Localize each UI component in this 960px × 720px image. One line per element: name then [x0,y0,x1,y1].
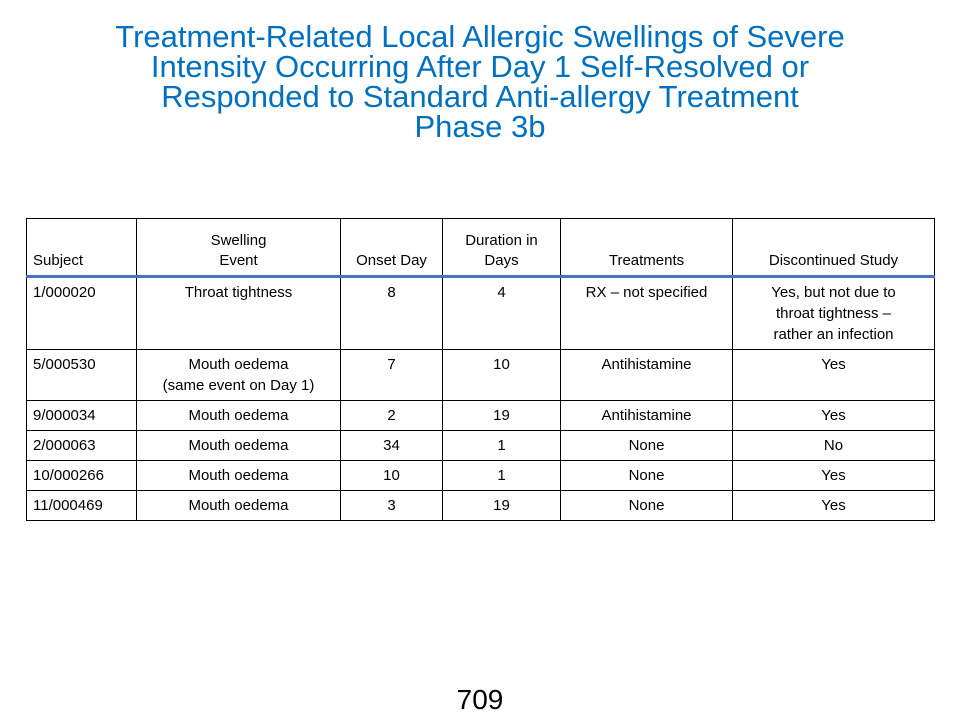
cell-subject: 1/000020 [26,276,137,350]
column-header-duration: Duration in Days [442,218,561,278]
cell-swelling-event: Mouth oedema [136,490,341,521]
cell-onset-day: 34 [340,430,443,461]
table-row: 5/000530 Mouth oedema (same event on Day… [26,349,935,401]
cell-discontinued: Yes [732,349,935,401]
cell-duration: 4 [442,276,561,350]
cell-swelling-event: Mouth oedema [136,430,341,461]
cell-swelling-event: Throat tightness [136,276,341,350]
cell-subject: 9/000034 [26,400,137,431]
cell-discontinued: Yes, but not due to throat tightness – r… [732,276,935,350]
table-row: 1/000020 Throat tightness 8 4 RX – not s… [26,276,935,350]
cell-subject: 10/000266 [26,460,137,491]
cell-subject: 5/000530 [26,349,137,401]
cell-treatments: None [560,460,733,491]
table-row: 11/000469 Mouth oedema 3 19 None Yes [26,490,935,521]
cell-discontinued: Yes [732,400,935,431]
cell-treatments: None [560,430,733,461]
cell-onset-day: 10 [340,460,443,491]
title-line: Responded to Standard Anti-allergy Treat… [161,79,799,114]
cell-swelling-event: Mouth oedema [136,400,341,431]
title-line: Intensity Occurring After Day 1 Self-Res… [150,49,810,84]
swelling-events-table: Subject Swelling Event Onset Day Duratio… [26,218,935,521]
cell-duration: 1 [442,430,561,461]
cell-treatments: None [560,490,733,521]
cell-subject: 2/000063 [26,430,137,461]
cell-treatments: RX – not specified [560,276,733,350]
cell-onset-day: 8 [340,276,443,350]
table-header-row: Subject Swelling Event Onset Day Duratio… [26,218,935,278]
cell-treatments: Antihistamine [560,349,733,401]
cell-duration: 10 [442,349,561,401]
column-header-swelling-event: Swelling Event [136,218,341,278]
cell-discontinued: No [732,430,935,461]
column-header-treatments: Treatments [560,218,733,278]
title-line: Treatment-Related Local Allergic Swellin… [115,19,845,54]
table-row: 9/000034 Mouth oedema 2 19 Antihistamine… [26,400,935,431]
slide-title: Treatment-Related Local Allergic Swellin… [20,19,940,144]
column-header-onset-day: Onset Day [340,218,443,278]
column-header-discontinued: Discontinued Study [732,218,935,278]
page-number: 709 [456,684,504,715]
title-line: Phase 3b [414,109,546,144]
cell-duration: 19 [442,490,561,521]
cell-duration: 1 [442,460,561,491]
cell-discontinued: Yes [732,460,935,491]
cell-swelling-event: Mouth oedema [136,460,341,491]
cell-discontinued: Yes [732,490,935,521]
cell-treatments: Antihistamine [560,400,733,431]
column-header-subject: Subject [26,218,137,278]
cell-swelling-event: Mouth oedema (same event on Day 1) [136,349,341,401]
cell-onset-day: 2 [340,400,443,431]
table-row: 2/000063 Mouth oedema 34 1 None No [26,430,935,461]
table-row: 10/000266 Mouth oedema 10 1 None Yes [26,460,935,491]
cell-duration: 19 [442,400,561,431]
cell-onset-day: 7 [340,349,443,401]
cell-subject: 11/000469 [26,490,137,521]
cell-onset-day: 3 [340,490,443,521]
